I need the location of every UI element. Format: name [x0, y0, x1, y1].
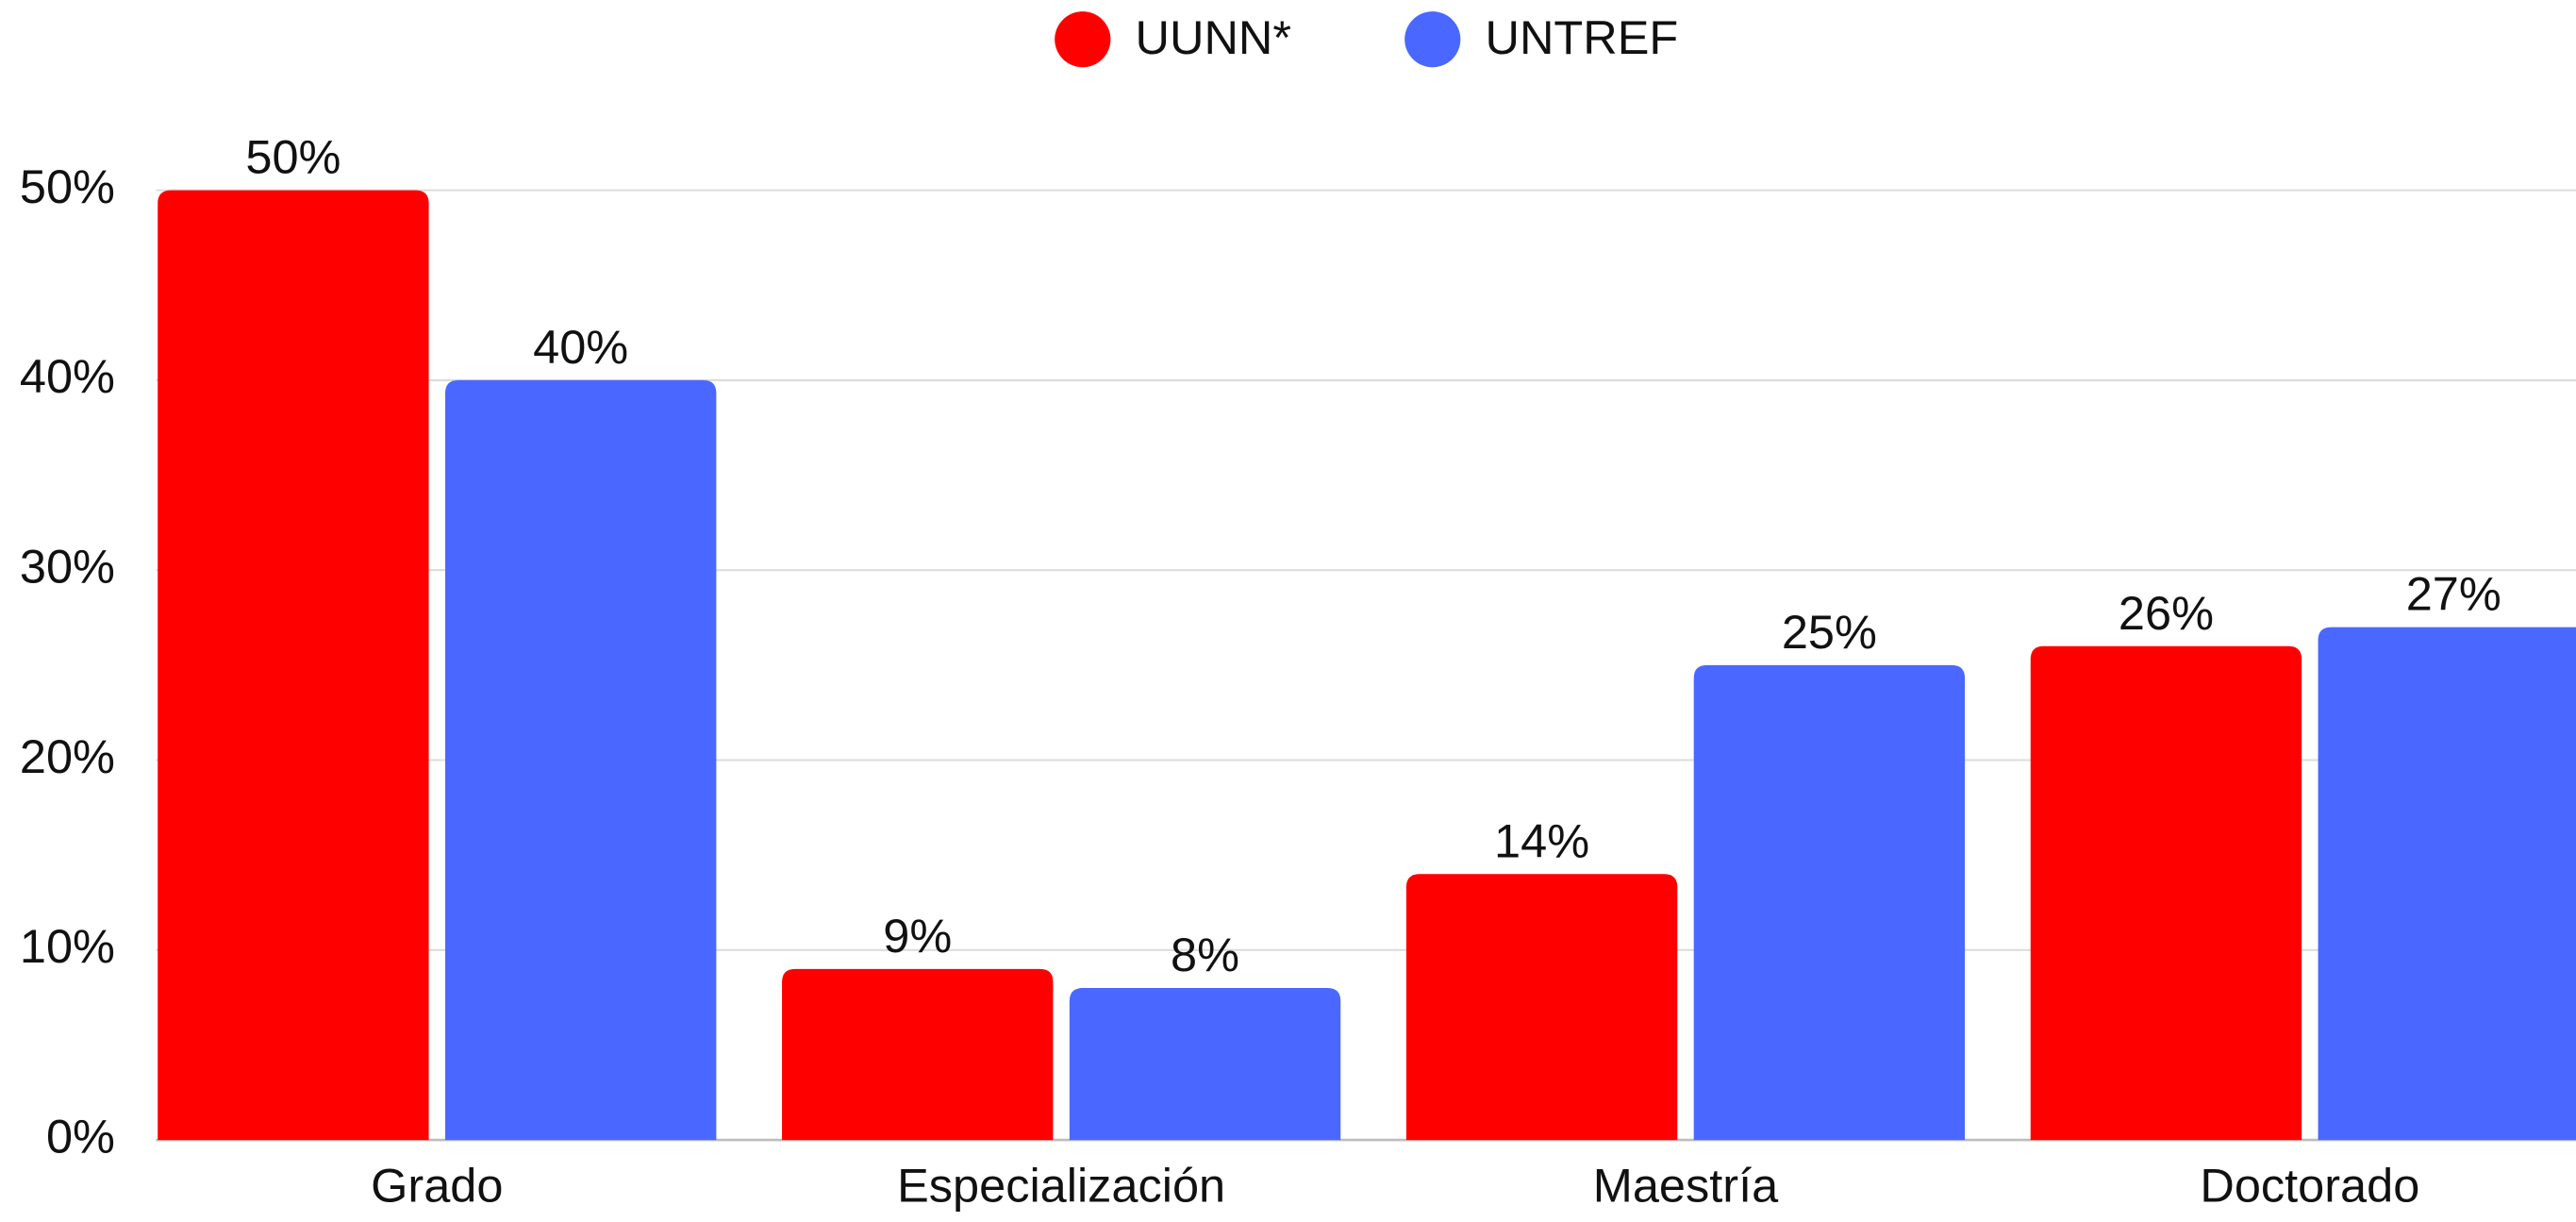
- bar: [445, 379, 717, 1141]
- data-label: 26%: [2119, 586, 2214, 640]
- legend-label: UUNN*: [1136, 10, 1291, 64]
- data-label: 40%: [533, 320, 628, 374]
- y-tick-label: 30%: [20, 540, 115, 594]
- y-tick-label: 20%: [20, 729, 115, 783]
- legend-marker: [1055, 11, 1111, 68]
- data-label: 14%: [1494, 813, 1589, 867]
- bar: [158, 190, 429, 1141]
- y-tick-label: 10%: [20, 919, 115, 973]
- data-label: 8%: [1171, 928, 1239, 981]
- bar: [1693, 664, 1966, 1141]
- x-tick-label: Grado: [371, 1159, 503, 1213]
- data-label: 9%: [883, 909, 952, 963]
- y-tick-label: 0%: [46, 1109, 115, 1163]
- x-tick-label: Maestría: [1593, 1159, 1779, 1213]
- data-label: 25%: [1782, 605, 1877, 659]
- bar: [1069, 988, 1341, 1141]
- x-tick-label: Doctorado: [2200, 1159, 2419, 1213]
- bar: [1405, 874, 1678, 1141]
- bar: [2318, 627, 2576, 1141]
- data-label: 50%: [245, 130, 341, 184]
- y-tick-label: 50%: [20, 159, 115, 213]
- bar: [2030, 645, 2302, 1141]
- bar: [782, 968, 1054, 1141]
- x-tick-label: Especialización: [897, 1159, 1225, 1213]
- y-tick-label: 40%: [20, 349, 115, 403]
- legend-label: UNTREF: [1486, 10, 1679, 64]
- data-label: 27%: [2406, 567, 2501, 621]
- legend-marker: [1404, 11, 1461, 68]
